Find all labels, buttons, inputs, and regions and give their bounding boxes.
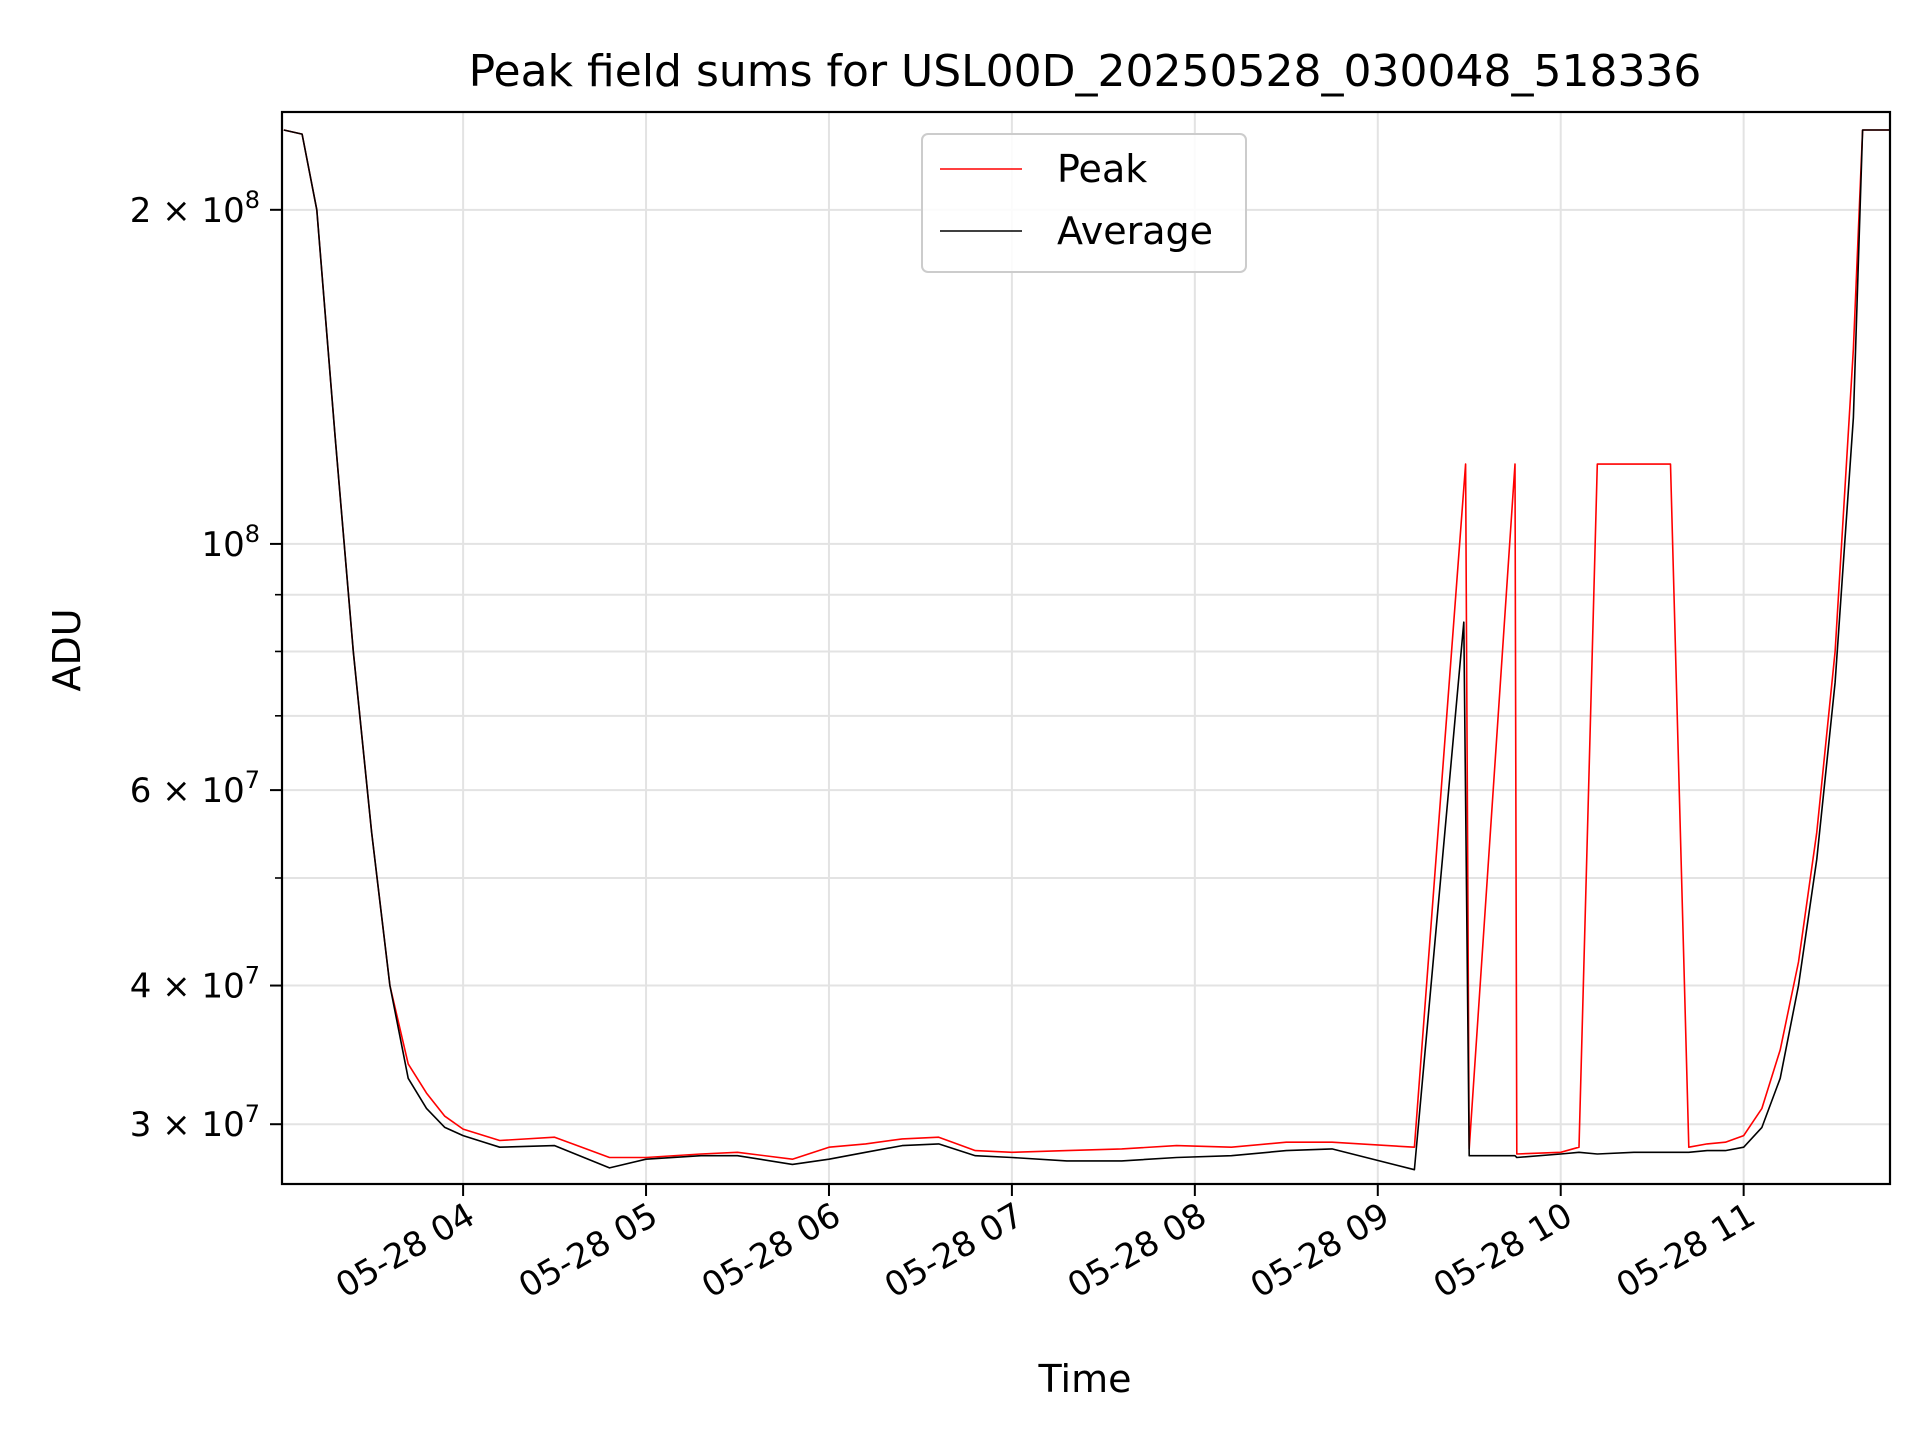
legend: Peak Average xyxy=(921,133,1247,273)
series-line-average xyxy=(283,129,1890,1171)
y-axis: 3 × 107 4 × 107 6 × 107 108 2 × 108 xyxy=(130,186,282,1145)
legend-label-average: Average xyxy=(1057,209,1213,253)
plot-frame xyxy=(280,110,1892,1186)
chart-title: Peak field sums for USL00D_20250528_0300… xyxy=(469,46,1702,97)
y-tick-label: 4 × 107 xyxy=(130,962,260,1007)
y-tick-label: 3 × 107 xyxy=(130,1100,260,1145)
x-axis-label: Time xyxy=(1038,1357,1132,1401)
y-axis-label: ADU xyxy=(45,608,89,691)
series-layer xyxy=(283,129,1890,1171)
legend-label-peak: Peak xyxy=(1057,147,1147,191)
y-tick-label: 2 × 108 xyxy=(130,186,260,231)
grid-lines xyxy=(282,112,1890,1184)
series-line-peak xyxy=(283,129,1890,1160)
y-tick-label: 6 × 107 xyxy=(130,766,260,811)
y-tick-label: 108 xyxy=(201,520,260,565)
